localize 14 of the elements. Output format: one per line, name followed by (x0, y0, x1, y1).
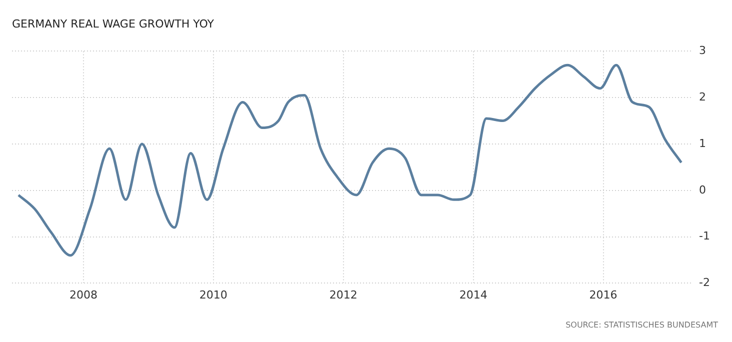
x-tick-label: 2012 (329, 288, 358, 302)
line-series (17, 64, 683, 257)
chart-title: GERMANY REAL WAGE GROWTH YOY (12, 17, 214, 30)
source-note: SOURCE: STATISTISCHES BUNDESAMT (566, 320, 718, 330)
x-tick-label: 2010 (199, 288, 228, 302)
y-tick-label: -1 (699, 230, 710, 243)
y-tick-label: 3 (699, 44, 706, 58)
y-tick-label: -2 (699, 276, 710, 290)
y-tick-label: 1 (699, 136, 706, 150)
x-tick-label: 2014 (459, 288, 488, 302)
y-tick-label: 0 (699, 183, 706, 196)
x-tick-label: 2008 (69, 288, 98, 302)
x-tick-label: 2016 (589, 288, 618, 302)
y-tick-label: 2 (699, 90, 706, 104)
